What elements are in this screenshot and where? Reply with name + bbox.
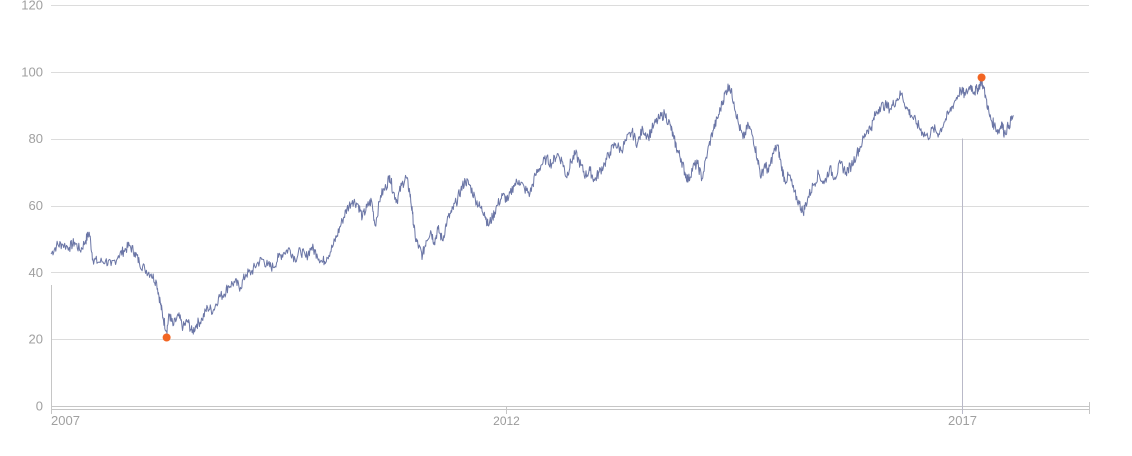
x-tick-label-2007: 2007 <box>51 413 80 428</box>
y-tick-label-80: 80 <box>29 131 43 146</box>
y-tick-label-0: 0 <box>36 399 43 414</box>
extreme-markers <box>162 73 986 342</box>
x-tick-label-2012: 2012 <box>493 414 520 428</box>
y-tick-label-20: 20 <box>29 332 43 347</box>
series-line-0 <box>50 78 1014 335</box>
series-layer <box>50 78 1014 335</box>
x-axis: 2007 2012 2017 <box>51 285 1090 428</box>
y-tick-label-40: 40 <box>29 265 43 280</box>
min-marker <box>162 333 171 342</box>
x-tick-label-2017: 2017 <box>948 413 977 428</box>
max-marker <box>977 73 986 82</box>
y-tick-label-60: 60 <box>29 198 43 213</box>
y-tick-label-120: 120 <box>21 0 43 13</box>
gridlines <box>51 5 1089 340</box>
y-tick-label-100: 100 <box>21 64 43 79</box>
y-axis-tick-labels: 0 20 40 60 80 100 120 <box>21 0 43 414</box>
